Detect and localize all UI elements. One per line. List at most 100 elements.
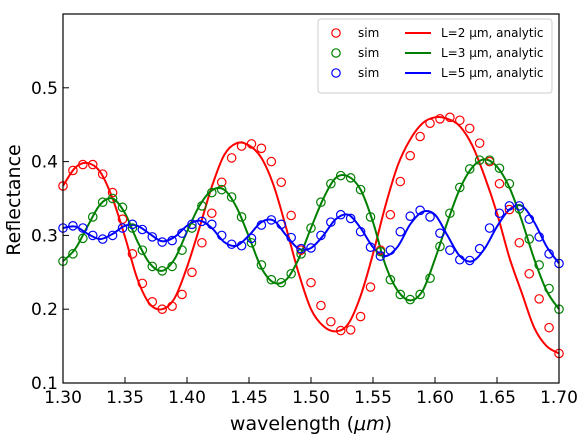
sim-marker	[117, 202, 128, 213]
sim-marker	[296, 249, 306, 259]
legend-entry-analytic: L=3 μm, analytic	[405, 46, 544, 60]
sim-marker	[405, 150, 415, 161]
sim-marker	[514, 201, 525, 211]
sim-marker	[187, 223, 197, 233]
sim-marker	[316, 300, 326, 311]
sim-marker	[345, 213, 356, 224]
sim-marker	[425, 118, 435, 129]
sim-marker	[365, 242, 376, 253]
sim-marker	[107, 230, 118, 241]
sim-marker	[365, 212, 376, 222]
x-tick-label: 1.30	[44, 388, 82, 408]
sim-marker	[147, 232, 158, 242]
x-tick-label: 1.50	[292, 388, 330, 408]
sim-marker	[445, 112, 455, 123]
sim-marker	[524, 234, 535, 244]
sim-marker	[445, 208, 455, 219]
series-0	[62, 116, 560, 355]
sim-marker	[375, 246, 386, 257]
sim-marker	[236, 212, 247, 222]
legend-entry-sim: sim	[331, 26, 379, 40]
sim-marker	[187, 267, 197, 278]
sim-marker	[68, 221, 78, 231]
sim-marker	[326, 316, 336, 327]
sim-marker	[454, 182, 465, 193]
sim-marker	[514, 237, 525, 248]
sim-marker	[207, 219, 217, 230]
sim-marker	[147, 261, 158, 272]
sim-marker	[405, 294, 415, 305]
sim-marker	[137, 224, 148, 235]
sim-marker	[445, 245, 455, 255]
sim-marker	[524, 214, 535, 224]
sim-marker	[395, 289, 406, 300]
sim-marker	[177, 228, 187, 238]
sim-marker	[167, 235, 177, 246]
sim-marker	[78, 223, 88, 233]
sim-marker	[326, 178, 336, 189]
sim-marker	[405, 211, 415, 222]
sim-marker	[167, 261, 177, 272]
x-tick-label: 1.65	[478, 388, 516, 408]
sim-marker	[534, 260, 544, 270]
sim-marker	[127, 223, 138, 233]
sim-marker	[276, 277, 287, 288]
sim-marker	[226, 192, 237, 202]
x-axis-unit: μm	[353, 413, 385, 435]
sim-marker	[197, 201, 207, 211]
sim-marker	[97, 197, 108, 207]
sim-marker	[127, 219, 138, 230]
sim-marker	[246, 139, 257, 149]
sim-marker	[355, 311, 366, 322]
sim-marker	[494, 178, 505, 189]
sim-marker	[266, 156, 277, 167]
sim-marker	[97, 169, 108, 179]
sim-marker	[197, 237, 207, 248]
sim-marker	[256, 143, 267, 154]
sim-marker	[454, 115, 465, 126]
sim-marker	[87, 230, 98, 241]
sim-marker	[355, 226, 366, 237]
sim-marker	[454, 254, 465, 265]
sim-marker	[286, 232, 296, 243]
sim-marker	[474, 155, 485, 165]
sim-marker	[107, 187, 118, 198]
sim-marker	[226, 239, 237, 250]
legend-marker	[331, 68, 341, 78]
sim-marker	[326, 217, 336, 227]
sim-marker	[68, 249, 78, 259]
sim-marker	[256, 220, 267, 230]
legend-label: L=2 μm, analytic	[441, 26, 544, 40]
x-tick-label: 1.70	[540, 388, 578, 408]
sim-marker	[435, 113, 445, 124]
sim-marker	[216, 230, 227, 241]
sim-marker	[335, 170, 346, 181]
sim-marker	[415, 289, 425, 300]
sim-marker	[127, 249, 138, 259]
sim-marker	[117, 223, 128, 233]
x-tick-label: 1.55	[354, 388, 392, 408]
sim-marker	[97, 234, 108, 244]
sim-marker	[345, 173, 356, 183]
sim-marker	[504, 178, 515, 189]
sim-marker	[256, 260, 267, 270]
sim-marker	[276, 177, 287, 188]
sim-marker	[226, 153, 237, 163]
sim-marker	[266, 215, 277, 225]
sim-marker	[157, 237, 167, 247]
sim-marker	[157, 304, 167, 314]
sim-marker	[306, 223, 316, 233]
sim-marker	[246, 237, 257, 248]
x-tick-label: 1.35	[106, 388, 144, 408]
sim-marker	[425, 212, 435, 222]
sim-marker	[385, 209, 396, 220]
legend-marker	[331, 28, 341, 38]
legend-entry-analytic: L=2 μm, analytic	[405, 26, 544, 40]
sim-marker	[316, 230, 326, 241]
sim-marker	[415, 131, 425, 142]
sim-marker	[335, 325, 346, 336]
sim-marker	[246, 233, 257, 244]
sim-marker	[157, 266, 167, 276]
y-tick-label: 0.5	[31, 79, 58, 99]
sim-marker	[306, 277, 316, 288]
